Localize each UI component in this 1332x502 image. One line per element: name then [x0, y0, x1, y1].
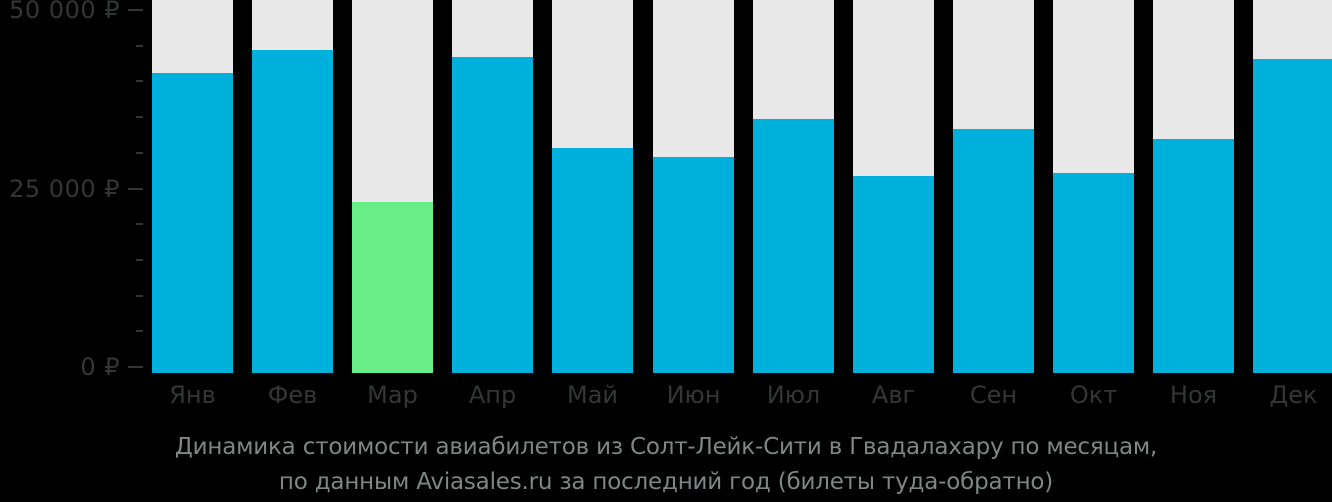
y-tick-30000	[136, 152, 143, 154]
x-axis-label-Мар: Мар	[367, 381, 418, 409]
bar-Авг	[853, 176, 934, 373]
bar-Сен	[953, 129, 1034, 373]
bar-Ноя	[1153, 139, 1234, 373]
x-axis-label-Ноя: Ноя	[1169, 381, 1218, 409]
chart-title-line-1: Динамика стоимости авиабилетов из Солт-Л…	[174, 434, 1158, 460]
bar-Июл	[753, 119, 834, 373]
column-track-Окт	[1053, 0, 1134, 373]
column-track-Май	[552, 0, 633, 373]
y-tick-5000	[136, 330, 143, 332]
x-axis-label-Июл: Июл	[766, 381, 821, 409]
bar-Мар-cheapest	[352, 202, 433, 373]
chart-caption: Динамика стоимости авиабилетов из Солт-Л…	[0, 430, 1332, 500]
chart-title-line-2: по данным Aviasales.ru за последний год …	[278, 469, 1054, 495]
bar-Фев	[252, 50, 333, 373]
bar-Окт	[1053, 173, 1134, 373]
column-track-Сен	[953, 0, 1034, 373]
bar-Май	[552, 148, 633, 373]
y-tick-0	[128, 366, 143, 368]
column-track-Июл	[753, 0, 834, 373]
column-track-Дек	[1253, 0, 1332, 373]
y-tick-25000	[128, 188, 143, 190]
x-axis-label-Апр: Апр	[468, 381, 517, 409]
x-axis-label-Дек: Дек	[1269, 381, 1318, 409]
y-tick-15000	[136, 259, 143, 261]
y-axis-label-25000: 25 000 ₽	[9, 175, 120, 203]
bar-Июн	[653, 157, 734, 373]
y-tick-35000	[136, 116, 143, 118]
y-tick-20000	[136, 223, 143, 225]
x-axis-label-Сен: Сен	[969, 381, 1018, 409]
column-track-Янв	[152, 0, 233, 373]
x-axis-label-Янв: Янв	[169, 381, 216, 409]
x-axis-label-Авг: Авг	[871, 381, 916, 409]
y-tick-10000	[136, 295, 143, 297]
column-track-Апр	[452, 0, 533, 373]
bar-Апр	[452, 57, 533, 373]
bar-Дек	[1253, 59, 1332, 373]
column-track-Июн	[653, 0, 734, 373]
x-axis-label-Май: Май	[566, 381, 618, 409]
column-track-Авг	[853, 0, 934, 373]
column-track-Мар	[352, 0, 433, 373]
x-axis-label-Окт: Окт	[1069, 381, 1118, 409]
y-axis-label-0: 0 ₽	[80, 353, 120, 381]
y-tick-40000	[136, 80, 143, 82]
column-track-Ноя	[1153, 0, 1234, 373]
y-tick-45000	[136, 45, 143, 47]
y-axis-label-50000: 50 000 ₽	[9, 0, 120, 24]
x-axis-label-Июн: Июн	[666, 381, 721, 409]
x-axis-label-Фев: Фев	[267, 381, 318, 409]
column-track-Фев	[252, 0, 333, 373]
y-tick-50000	[128, 9, 143, 11]
bar-Янв	[152, 73, 233, 373]
